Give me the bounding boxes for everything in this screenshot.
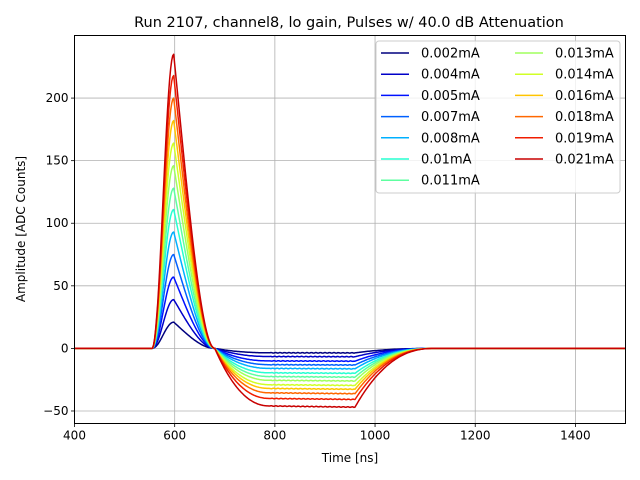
legend-label: 0.002mA	[421, 47, 480, 62]
y-tick-label: 0	[61, 341, 69, 355]
legend-label: 0.021mA	[555, 153, 614, 168]
legend-label: 0.014mA	[555, 68, 614, 83]
x-axis-label: Time [ns]	[321, 451, 378, 465]
y-tick-label: −50	[43, 404, 68, 418]
x-tick-label: 1200	[460, 429, 491, 443]
x-tick-label: 1400	[560, 429, 591, 443]
legend-label: 0.004mA	[421, 68, 480, 83]
y-tick-label: 150	[46, 154, 69, 168]
legend-label: 0.005mA	[421, 89, 480, 104]
y-tick-label: 50	[53, 279, 68, 293]
series-line	[74, 53, 626, 409]
legend: 0.002mA 0.004mA 0.005mA 0.007mA 0.008mA 0.01m…	[375, 40, 621, 194]
y-tick-label: 200	[46, 91, 69, 105]
legend-label: 0.016mA	[555, 89, 614, 104]
y-axis-label: Amplitude [ADC Counts]	[14, 156, 28, 302]
x-tick-label: 400	[63, 429, 86, 443]
legend-label: 0.011mA	[421, 174, 480, 189]
x-tick-label: 800	[263, 429, 286, 443]
legend-label: 0.019mA	[555, 131, 614, 146]
legend-label: 0.013mA	[555, 47, 614, 62]
x-tick-label: 1000	[360, 429, 391, 443]
plot-area-frame	[74, 35, 626, 424]
y-tick-label: 100	[46, 216, 69, 230]
legend-label: 0.008mA	[421, 131, 480, 146]
legend-label: 0.018mA	[555, 110, 614, 125]
legend-label: 0.007mA	[421, 110, 480, 125]
legend-label: 0.01mA	[421, 153, 472, 168]
axis-ticks: 400 600 800 1000 1200 1400 −50 0 50 100 150 200	[43, 91, 591, 442]
x-tick-label: 600	[163, 429, 186, 443]
chart-title: Run 2107, channel8, lo gain, Pulses w/ 4…	[134, 15, 564, 31]
legend-box	[375, 40, 621, 194]
series-curves	[74, 53, 626, 409]
